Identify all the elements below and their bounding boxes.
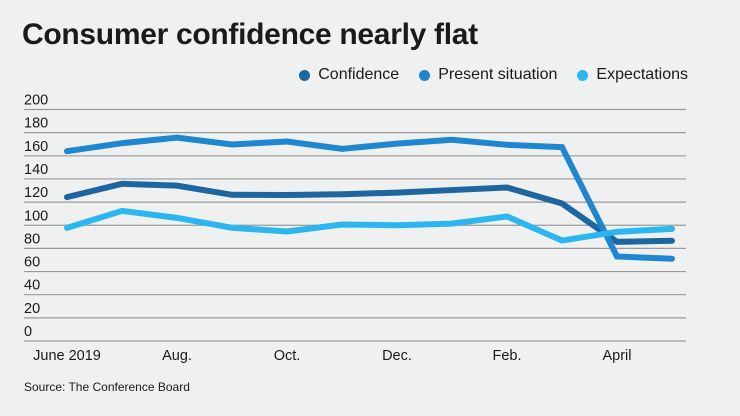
y-tick-label: 140 — [24, 162, 48, 178]
x-tick-label: April — [602, 348, 631, 364]
legend-label: Present situation — [438, 66, 558, 83]
x-tick-label: Aug. — [162, 348, 192, 364]
x-tick-label: June 2019 — [33, 348, 101, 364]
series-line-present-situation — [64, 134, 675, 262]
legend-item-confidence: Confidence — [299, 66, 399, 84]
series-line-expectations — [64, 207, 675, 244]
y-tick-label: 120 — [24, 185, 48, 201]
x-tick-label: Oct. — [274, 348, 301, 364]
y-tick-label: 60 — [24, 255, 40, 271]
source-note: Source: The Conference Board — [24, 380, 190, 394]
legend: Confidence Present situation Expectation… — [299, 66, 688, 84]
y-tick-label: 100 — [24, 208, 48, 224]
legend-item-present-situation: Present situation — [419, 66, 557, 84]
series-line-confidence — [64, 180, 675, 245]
legend-label: Expectations — [596, 66, 688, 83]
x-tick-label: Feb. — [492, 348, 521, 364]
chart-title: Consumer confidence nearly flat — [22, 18, 478, 51]
y-tick-label: 80 — [24, 231, 40, 247]
y-tick-label: 160 — [24, 139, 48, 155]
y-tick-label: 180 — [24, 116, 48, 132]
legend-dot-icon — [299, 69, 311, 81]
x-tick-label: Dec. — [382, 348, 412, 364]
y-tick-label: 0 — [24, 324, 32, 340]
legend-item-expectations: Expectations — [577, 66, 688, 84]
y-tick-label: 200 — [24, 93, 48, 109]
legend-dot-icon — [419, 69, 431, 81]
legend-label: Confidence — [318, 66, 400, 83]
y-tick-label: 20 — [24, 301, 40, 317]
y-tick-label: 40 — [24, 278, 40, 294]
legend-dot-icon — [577, 69, 589, 81]
